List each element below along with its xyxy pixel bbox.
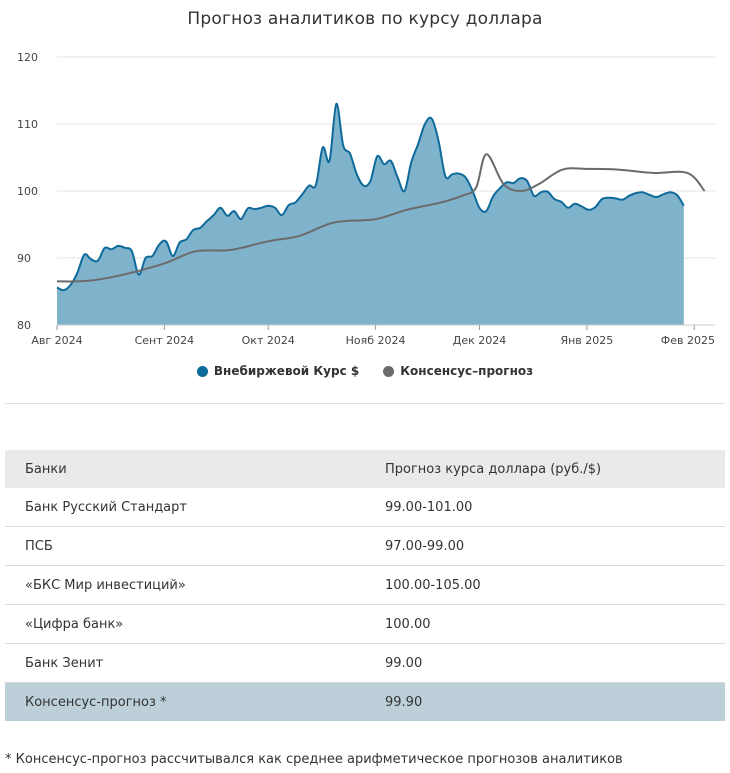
consensus-value: 99.90 — [375, 682, 725, 721]
x-tick-label: Авг 2024 — [31, 334, 82, 347]
table-row: Банк Русский Стандарт 99.00-101.00 — [5, 488, 725, 527]
legend-label-consensus: Консенсус–прогноз — [400, 364, 534, 378]
forecast-value: 100.00-105.00 — [375, 565, 725, 605]
column-header-banks: Банки — [5, 450, 375, 488]
consensus-row: Консенсус-прогноз * 99.90 — [5, 682, 725, 721]
consensus-label: Консенсус-прогноз * — [5, 682, 375, 721]
legend-label-otc-rate: Внебиржевой Курс $ — [213, 364, 360, 378]
legend-marker-consensus — [383, 365, 395, 377]
chart-area: 80 90 100 110 120 Авг 2024 Сент 2024 Окт 2024 Но… — [17, 51, 715, 347]
consensus-line — [56, 153, 706, 283]
x-tick-label: Нояб 2024 — [346, 334, 406, 347]
divider — [5, 403, 725, 404]
table-row: «БКС Мир инвестиций» 100.00-105.00 — [5, 565, 725, 605]
x-tick-label: Янв 2025 — [560, 334, 613, 347]
bank-name: Банк Зенит — [5, 643, 375, 683]
footnote: * Консенсус-прогноз рассчитывался как ср… — [5, 752, 623, 767]
x-tick-label: Сент 2024 — [135, 334, 195, 347]
forecast-table: Банки Прогноз курса доллара (руб./$) Бан… — [5, 450, 725, 721]
x-tick-label: Дек 2024 — [453, 334, 507, 347]
y-tick-label: 120 — [17, 51, 38, 64]
bank-name: «БКС Мир инвестиций» — [5, 565, 375, 605]
column-header-forecast: Прогноз курса доллара (руб./$) — [375, 450, 725, 488]
otc-rate-area — [57, 103, 684, 325]
forecast-value: 97.00-99.00 — [375, 526, 725, 566]
table-row: «Цифра банк» 100.00 — [5, 604, 725, 644]
y-tick-label: 100 — [17, 185, 38, 198]
table-row: ПСБ 97.00-99.00 — [5, 526, 725, 566]
bank-name: Банк Русский Стандарт — [5, 488, 375, 527]
table-header-row: Банки Прогноз курса доллара (руб./$) — [5, 450, 725, 488]
forecast-value: 100.00 — [375, 604, 725, 644]
legend-marker-otc-rate — [196, 365, 208, 377]
y-tick-label: 90 — [17, 252, 31, 265]
y-tick-label: 110 — [17, 118, 38, 131]
legend-item-otc-rate[interactable]: Внебиржевой Курс $ — [196, 364, 360, 378]
x-tick-label: Окт 2024 — [242, 334, 295, 347]
forecast-value: 99.00-101.00 — [375, 488, 725, 527]
bank-name: ПСБ — [5, 526, 375, 566]
table-row: Банк Зенит 99.00 — [5, 643, 725, 683]
bank-name: «Цифра банк» — [5, 604, 375, 644]
legend-item-consensus[interactable]: Консенсус–прогноз — [383, 364, 533, 378]
forecast-value: 99.00 — [375, 643, 725, 683]
otc-rate-line — [56, 102, 685, 292]
chart-legend: Внебиржевой Курс $ Консенсус–прогноз — [0, 364, 730, 378]
y-tick-label: 80 — [17, 319, 31, 332]
chart-title: Прогноз аналитиков по курсу доллара — [187, 9, 543, 29]
x-tick-label: Фев 2025 — [661, 334, 715, 347]
